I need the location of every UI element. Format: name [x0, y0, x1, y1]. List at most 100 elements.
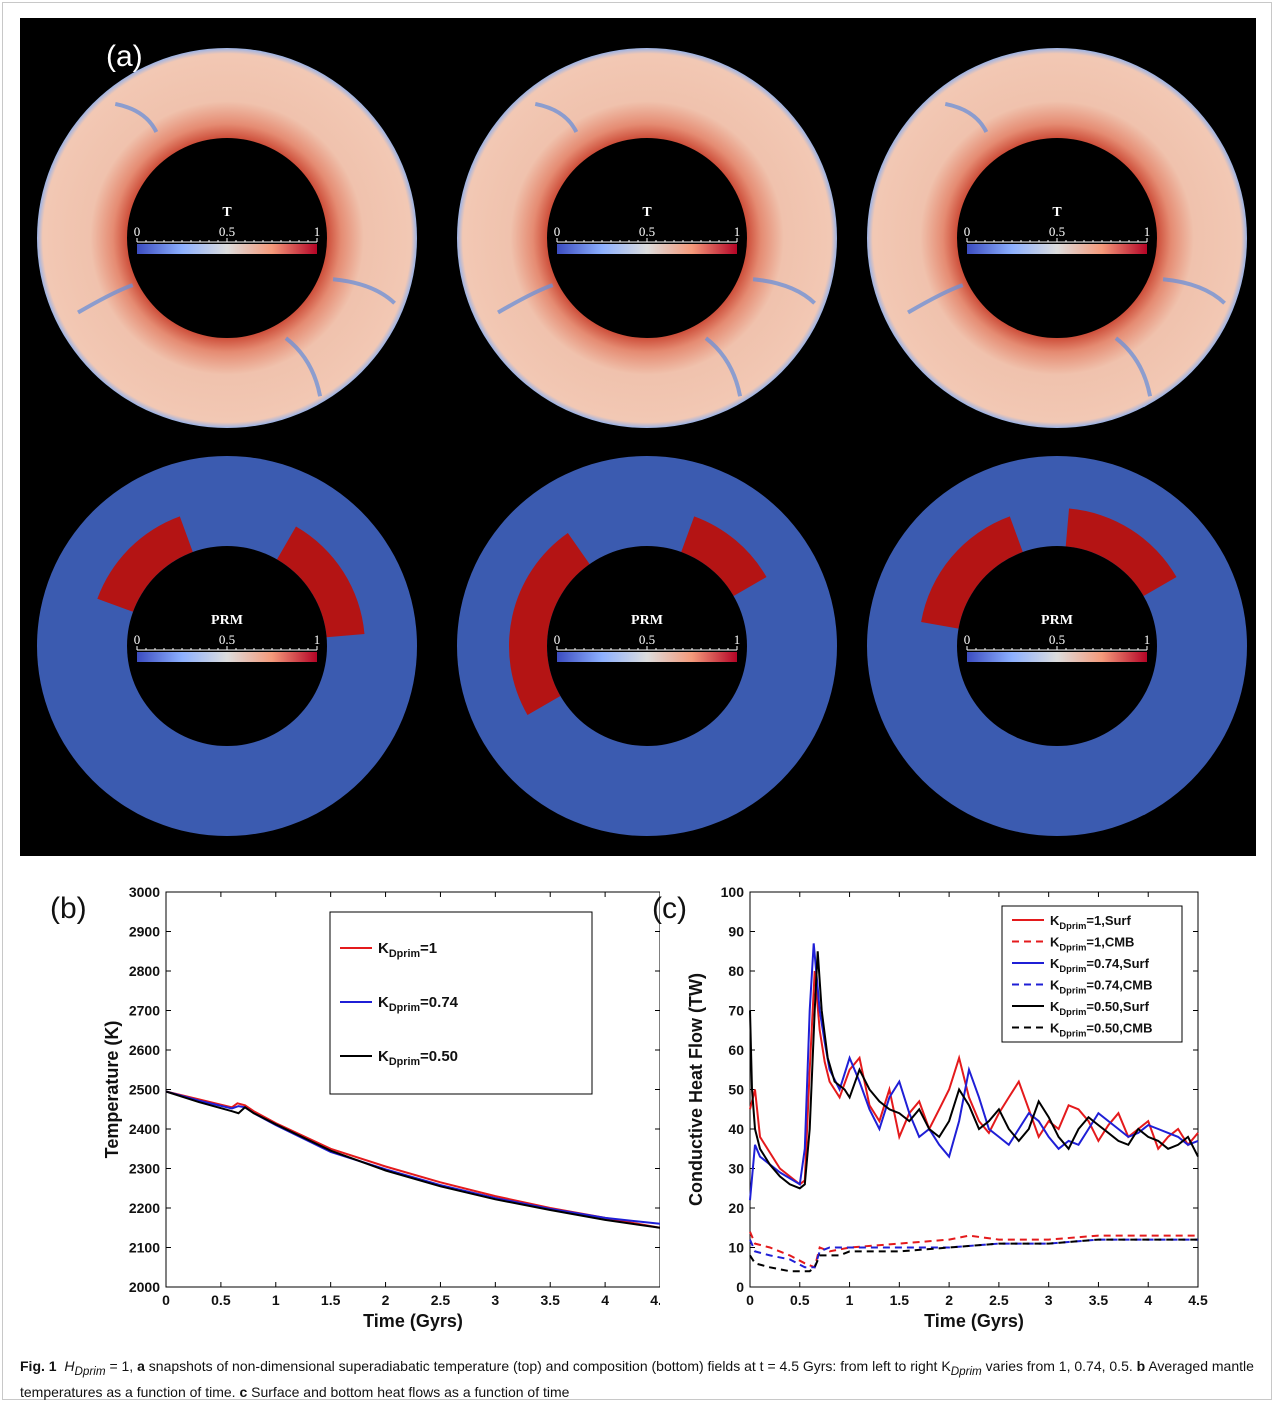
cold-plume [944, 101, 989, 133]
colorbar-tick-label: 0.5 [1049, 224, 1065, 239]
colorbar-gradient [967, 652, 1147, 662]
y-tick-label: 0 [736, 1279, 744, 1295]
prm-pile [509, 532, 590, 715]
cold-plume [114, 101, 159, 133]
legend-entry-sub: Dprim [1059, 964, 1086, 974]
legend-entry-name: =1,Surf [1086, 913, 1131, 928]
y-tick-label: 90 [728, 924, 744, 940]
legend-entry-name: =0.50 [420, 1048, 458, 1065]
legend-entry-sub: Dprim [389, 1056, 420, 1068]
x-tick-label: 2.5 [431, 1292, 451, 1308]
colorbar-t-2: T 0 0.5 1 [554, 205, 741, 254]
colorbar-gradient [557, 652, 737, 662]
y-tick-label: 2900 [129, 924, 160, 940]
colorbar-tick-label: 1 [734, 224, 741, 239]
legend-entry-sub: Dprim [389, 948, 420, 960]
legend-entry-name: =0.74 [420, 994, 459, 1011]
x-tick-label: 0 [162, 1292, 170, 1308]
series-line-5 [749, 951, 1199, 1190]
legend-entry-name: =1 [420, 940, 437, 957]
x-tick-label: 4 [601, 1292, 609, 1308]
legend-entry-main: K [378, 994, 389, 1011]
colorbar-gradient [137, 652, 317, 662]
y-tick-label: 20 [728, 1200, 744, 1216]
legend-entry: KDprim=0.50,Surf [1050, 999, 1150, 1017]
y-tick-label: 2400 [129, 1121, 160, 1137]
x-tick-label: 0.5 [790, 1292, 810, 1308]
x-tick-label: 3.5 [1089, 1292, 1109, 1308]
legend-box [329, 911, 593, 1095]
cold-plume [1162, 277, 1226, 305]
x-axis-label: Time (Gyrs) [924, 1311, 1024, 1331]
legend-entry-sub: Dprim [1059, 921, 1086, 931]
x-tick-label: 2.5 [989, 1292, 1009, 1308]
cold-plume [907, 283, 964, 315]
caption-h: H [64, 1358, 75, 1374]
y-tick-label: 100 [721, 884, 745, 900]
colorbar-gradient [557, 244, 737, 254]
cold-plume [77, 283, 134, 315]
x-tick-label: 1.5 [321, 1292, 341, 1308]
colorbar-title: PRM [211, 613, 243, 628]
colorbar-tick-label: 0 [964, 224, 971, 239]
series-line-3 [165, 1090, 660, 1229]
series-line-2 [749, 1231, 1198, 1269]
panel-c-label: (c) [652, 892, 687, 925]
x-tick-label: 3.5 [540, 1292, 560, 1308]
y-tick-label: 2600 [129, 1042, 160, 1058]
y-tick-label: 2700 [129, 1003, 160, 1019]
colorbar-tick-label: 1 [734, 632, 741, 647]
y-tick-label: 3000 [129, 884, 160, 900]
colorbar-gradient [967, 244, 1147, 254]
legend-entry-main: K [1050, 956, 1060, 971]
colorbar-prm-1: PRM 0 0.5 1 [134, 613, 321, 662]
y-tick-label: 70 [728, 1003, 744, 1019]
legend-entry-main: K [378, 1048, 389, 1065]
colorbar-title: T [1052, 205, 1062, 220]
legend-entry: KDprim=0.74,CMB [1050, 978, 1153, 996]
colorbar-prm-2: PRM 0 0.5 1 [554, 613, 741, 662]
colorbar-tick-label: 1 [314, 632, 321, 647]
legend-entry-name: =0.74,Surf [1086, 956, 1149, 971]
legend-entry-sub: Dprim [389, 1002, 420, 1014]
y-tick-label: 2100 [129, 1240, 160, 1256]
y-tick-label: 80 [728, 963, 744, 979]
caption-text-6: Surface and bottom heat flows as a funct… [247, 1383, 570, 1400]
legend-entry: KDprim=0.74,Surf [1050, 956, 1150, 974]
colorbar-tick-label: 0.5 [639, 632, 655, 647]
legend-entry: KDprim=1,Surf [1050, 913, 1131, 931]
cold-plume [497, 283, 554, 315]
y-tick-label: 60 [728, 1042, 744, 1058]
prm-pile [921, 516, 1023, 629]
colorbar-tick-label: 0 [554, 632, 561, 647]
prm-pile [1065, 508, 1177, 596]
legend-entry-name: =0.74,CMB [1086, 978, 1152, 993]
caption-bold-b: b [1136, 1358, 1146, 1374]
caption-text-3: snapshots of non-dimensional superadiaba… [144, 1358, 951, 1374]
x-tick-label: 1.5 [890, 1292, 910, 1308]
colorbar-title: PRM [1041, 613, 1073, 628]
x-tick-label: 0 [746, 1292, 754, 1308]
prm-pile [681, 516, 767, 596]
y-tick-label: 2500 [129, 1082, 160, 1098]
cold-plume [284, 336, 323, 397]
legend-entry: KDprim=1,CMB [1050, 935, 1134, 953]
y-tick-label: 30 [728, 1161, 744, 1177]
caption-sub-1: Dprim [74, 1364, 106, 1378]
x-tick-label: 4.5 [1188, 1292, 1208, 1308]
colorbar-tick-label: 0.5 [219, 224, 235, 239]
caption-fig-label: Fig. 1 [20, 1358, 57, 1374]
legend-entry-sub: Dprim [1059, 986, 1086, 996]
legend-entry-sub: Dprim [1059, 943, 1086, 953]
colorbar-tick-label: 0 [134, 632, 141, 647]
legend-entry: KDprim=1 [378, 940, 437, 960]
panel-a-label: (a) [106, 40, 143, 73]
colorbar-t-1: T 0 0.5 1 [134, 205, 320, 254]
y-axis-label: Conductive Heat Flow (TW) [686, 973, 706, 1206]
y-tick-label: 2300 [129, 1161, 160, 1177]
colorbar-tick-label: 0 [964, 632, 971, 647]
figure-caption: Fig. 1 HDprim = 1, a snapshots of non-di… [20, 1356, 1260, 1403]
colorbar-tick-label: 0.5 [1049, 632, 1065, 647]
cold-plume [704, 336, 743, 397]
